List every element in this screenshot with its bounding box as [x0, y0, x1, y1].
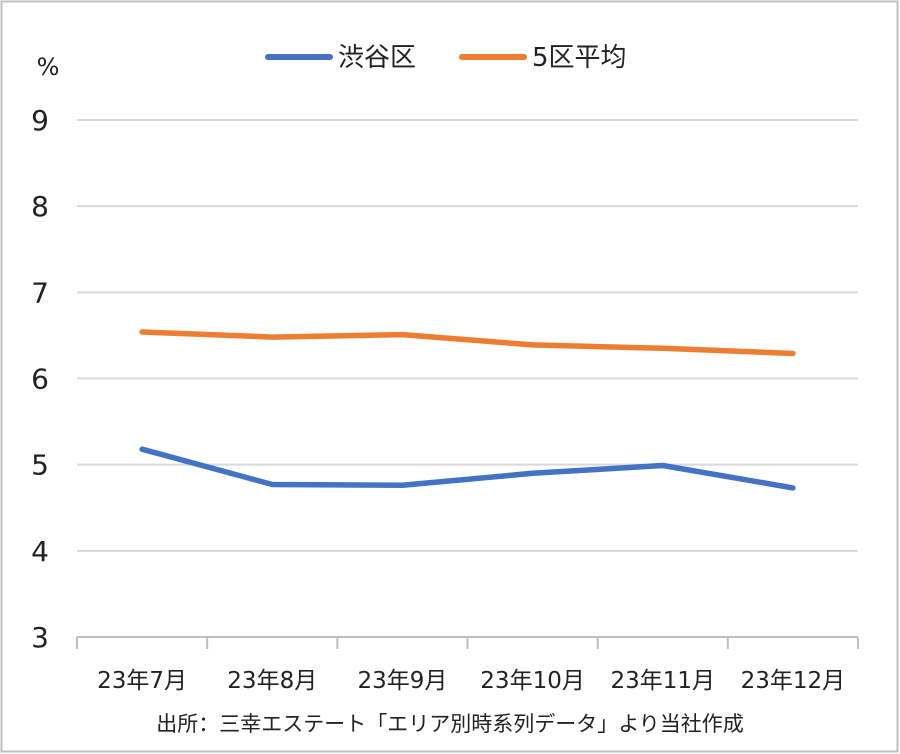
x-tick-label: 23年11月	[610, 668, 715, 694]
y-tick-label: 9	[31, 104, 49, 137]
x-tick-label: 23年9月	[357, 668, 447, 694]
series-line-1	[139, 446, 796, 491]
y-tick-label: 6	[31, 363, 49, 396]
x-tick-label: 23年8月	[227, 668, 317, 694]
y-tick-label: 5	[31, 449, 49, 482]
x-tick-label: 23年7月	[97, 668, 187, 694]
x-tick-label: 23年12月	[741, 668, 846, 694]
y-tick-label: 3	[31, 621, 49, 654]
legend-label-1: 渋谷区	[338, 43, 416, 73]
y-axis-unit-label: %	[37, 53, 60, 81]
axes: 3 4 5 6 7 8 9 23年7月 23年8月 23年9月 23年10月 23年11月 23年12月	[31, 104, 859, 694]
y-tick-label: 7	[31, 276, 49, 309]
source-note: 出所：三幸エステート「エリア別時系列データ」より当社作成	[156, 712, 744, 736]
legend: 渋谷区 5区平均	[265, 43, 627, 73]
series-line-2	[139, 329, 796, 357]
x-tick-label: 23年10月	[480, 668, 585, 694]
y-tick-label: 4	[31, 535, 49, 568]
legend-label-2: 5区平均	[532, 43, 627, 73]
y-tick-label: 8	[31, 190, 49, 223]
series-lines	[139, 329, 796, 491]
